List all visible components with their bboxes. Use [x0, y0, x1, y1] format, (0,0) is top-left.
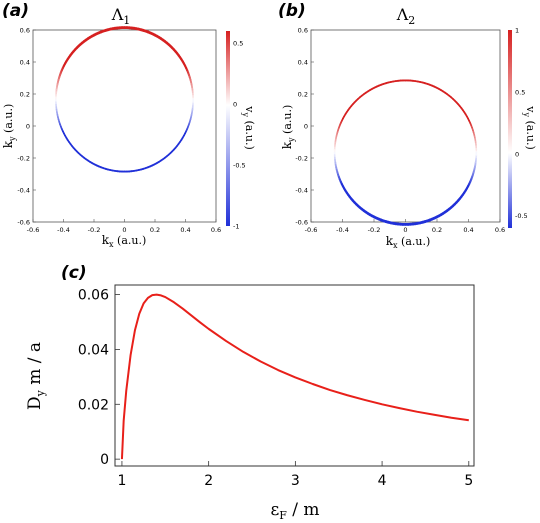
y-tick-label: 0.4	[298, 59, 308, 67]
panel-a-colorbar-ticks: 0.5 0 -0.5 -1	[233, 40, 246, 231]
panel-c-y-label: Dy m / a	[25, 342, 47, 410]
x-tick-label: 0.6	[495, 226, 505, 234]
panel-b-colorbar-ticks: 1 0.5 0 -0.5	[515, 27, 528, 221]
panel-a-y-label: ky (a.u.)	[1, 104, 17, 149]
x-tick-label: 5	[464, 473, 473, 489]
x-tick-label: 3	[291, 473, 300, 489]
y-tick-label: -0.2	[295, 155, 308, 163]
panel-b-fermi-contour	[333, 79, 478, 226]
panel-c-label: (c)	[61, 263, 87, 283]
panel-b-title: Λ2	[396, 5, 416, 27]
panel-b-colorbar-label: vy (a.u.)	[522, 105, 537, 149]
y-tick-label: -0.6	[295, 219, 308, 227]
panel-c-x-ticks: 1 2 3 4 5	[117, 461, 473, 489]
y-tick-label: 0.04	[78, 342, 109, 358]
colorbar-tick-label: 0	[233, 101, 237, 109]
y-tick-label: -0.4	[17, 187, 30, 195]
x-tick-label: 0.4	[180, 226, 190, 234]
x-tick-label: 0.2	[150, 226, 160, 234]
panel-b-colorbar	[508, 30, 512, 228]
y-tick-label: 0	[26, 123, 30, 131]
panel-a-y-ticks: -0.6 -0.4 -0.2 0 0.2 0.4 0.6	[17, 27, 36, 227]
panel-a-label: (a)	[2, 1, 29, 21]
panel-c-plot-frame	[114, 284, 475, 467]
panel-a-plot-frame	[32, 29, 217, 223]
series-line	[120, 293, 469, 460]
y-tick-label: 0.6	[298, 27, 308, 35]
y-tick-label: 0	[304, 123, 308, 131]
y-tick-label: 0.02	[78, 397, 109, 413]
x-tick-label: 0.2	[432, 226, 442, 234]
panel-a-fermi-contour	[55, 26, 194, 173]
x-tick-label: -0.6	[27, 226, 40, 234]
x-tick-label: -0.4	[57, 226, 70, 234]
x-tick-label: 4	[378, 473, 387, 489]
colorbar-tick-label: -0.5	[515, 212, 528, 220]
panel-b-y-ticks: -0.6 -0.4 -0.2 0 0.2 0.4 0.6	[295, 27, 314, 227]
panel-a-title: Λ1	[111, 5, 131, 27]
panel-c-y-ticks: 0 0.02 0.04 0.06	[78, 288, 120, 468]
panel-b-label: (b)	[278, 1, 306, 21]
panel-a-colorbar	[226, 31, 230, 226]
panel-b: (b) Λ2 -0.6 -0.4 -0.2 0 0.2 0.4 0.6 -0.6-0.4-0…	[278, 1, 537, 250]
y-tick-label: 0	[100, 452, 109, 468]
colorbar-tick-label: -0.5	[233, 162, 246, 170]
y-tick-label: 0.2	[20, 91, 30, 99]
colorbar-tick-label: -1	[233, 223, 239, 231]
y-tick-label: 0.06	[78, 288, 109, 304]
panel-c: (c) 1 2 3 4 5 0 0.02 0.04 0.06 εF / m Dy m / a	[25, 263, 475, 522]
y-tick-label: 0.6	[20, 27, 30, 35]
panel-b-y-label: ky (a.u.)	[280, 105, 296, 150]
panel-b-x-label: kx (a.u.)	[386, 234, 431, 250]
y-tick-label: -0.6	[17, 219, 30, 227]
y-tick-label: 0.4	[20, 59, 30, 67]
panel-c-series	[120, 293, 469, 460]
x-tick-label: -0.4	[336, 226, 349, 234]
y-tick-label: -0.4	[295, 187, 308, 195]
y-tick-label: 0.2	[298, 91, 308, 99]
x-tick-label: 0	[122, 226, 126, 234]
colorbar-tick-label: 0	[515, 150, 519, 158]
y-tick-label: -0.2	[17, 155, 30, 163]
colorbar-tick-label: 1	[515, 27, 519, 35]
panel-a-x-ticks: -0.6 -0.4 -0.2 0 0.2 0.4 0.6	[27, 219, 221, 234]
x-tick-label: 2	[204, 473, 213, 489]
panel-a: (a) Λ1 -0.6 -0.4 -0.2 0 0.2 0.4 0.6 -0.6-0.4-0…	[1, 1, 256, 249]
panel-c-x-label: εF / m	[270, 500, 319, 522]
x-tick-label: -0.2	[88, 226, 101, 234]
panel-b-x-ticks: -0.6 -0.4 -0.2 0 0.2 0.4 0.6	[305, 219, 505, 234]
x-tick-label: -0.6	[305, 226, 318, 234]
x-tick-label: 0.6	[211, 226, 221, 234]
panel-a-x-label: kx (a.u.)	[102, 233, 147, 249]
x-tick-label: -0.2	[368, 226, 381, 234]
colorbar-tick-label: 0.5	[515, 88, 525, 96]
colorbar-tick-label: 0.5	[233, 40, 243, 48]
panel-b-plot-frame	[310, 29, 501, 223]
panel-a-colorbar-label: vy (a.u.)	[241, 105, 256, 149]
x-tick-label: 0.4	[463, 226, 473, 234]
x-tick-label: 0	[403, 226, 407, 234]
x-tick-label: 1	[117, 473, 126, 489]
